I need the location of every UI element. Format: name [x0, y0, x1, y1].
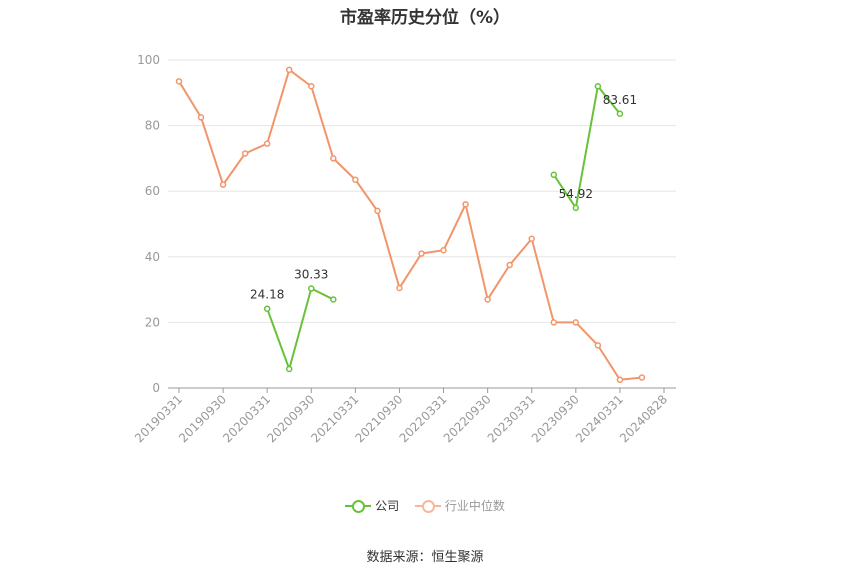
- y-tick-label: 80: [145, 119, 160, 133]
- data-point: [616, 110, 624, 118]
- data-point: [308, 285, 315, 292]
- y-tick-label: 100: [137, 53, 160, 67]
- data-point: [330, 296, 337, 303]
- series-line: [266, 287, 334, 370]
- legend-industry-marker-icon: [414, 499, 441, 513]
- legend-item-company[interactable]: 公司: [345, 497, 399, 514]
- chart-title: 市盈率历史分位（%）: [339, 8, 511, 28]
- data-point: [352, 176, 359, 183]
- y-tick-label: 40: [145, 250, 160, 264]
- data-point: [528, 235, 535, 243]
- data-point: [572, 204, 580, 212]
- data-point: [263, 140, 271, 147]
- legend-item-industry-median[interactable]: 行业中位数: [414, 497, 505, 514]
- data-point: [396, 284, 403, 292]
- legend: 公司 行业中位数: [0, 497, 850, 516]
- y-tick-label: 0: [152, 381, 160, 395]
- data-point: [197, 114, 205, 121]
- y-tick-label: 60: [145, 184, 160, 198]
- data-label: 83.61: [603, 93, 637, 107]
- data-point: [285, 365, 293, 373]
- data-point: [285, 66, 293, 74]
- data-point: [418, 250, 425, 257]
- data-label: 24.18: [250, 288, 284, 302]
- data-point: [308, 82, 315, 90]
- data-point: [374, 207, 381, 215]
- x-tick-label: 20240828: [617, 392, 670, 445]
- data-point: [241, 150, 249, 157]
- data-point: [550, 319, 558, 326]
- source-note: 数据来源：恒生聚源: [366, 550, 484, 565]
- legend-industry-label: 行业中位数: [444, 499, 505, 513]
- data-point: [638, 374, 646, 381]
- legend-company-marker-icon: [345, 499, 372, 513]
- data-point: [219, 181, 227, 188]
- y-tick-label: 20: [145, 315, 160, 329]
- data-point: [462, 201, 469, 208]
- data-point: [616, 376, 624, 384]
- data-point: [506, 261, 513, 269]
- data-point: [594, 342, 602, 349]
- data-point: [175, 78, 183, 85]
- legend-company-label: 公司: [375, 499, 400, 513]
- data-point: [572, 319, 580, 326]
- data-point: [330, 155, 337, 162]
- data-point: [550, 171, 558, 179]
- data-point: [440, 246, 447, 254]
- series-line: [178, 68, 643, 381]
- data-point: [484, 296, 491, 303]
- data-label: 54.92: [559, 187, 593, 201]
- data-point: [594, 82, 602, 90]
- series-line: [552, 85, 621, 209]
- data-label: 30.33: [294, 268, 328, 282]
- data-point: [263, 305, 271, 312]
